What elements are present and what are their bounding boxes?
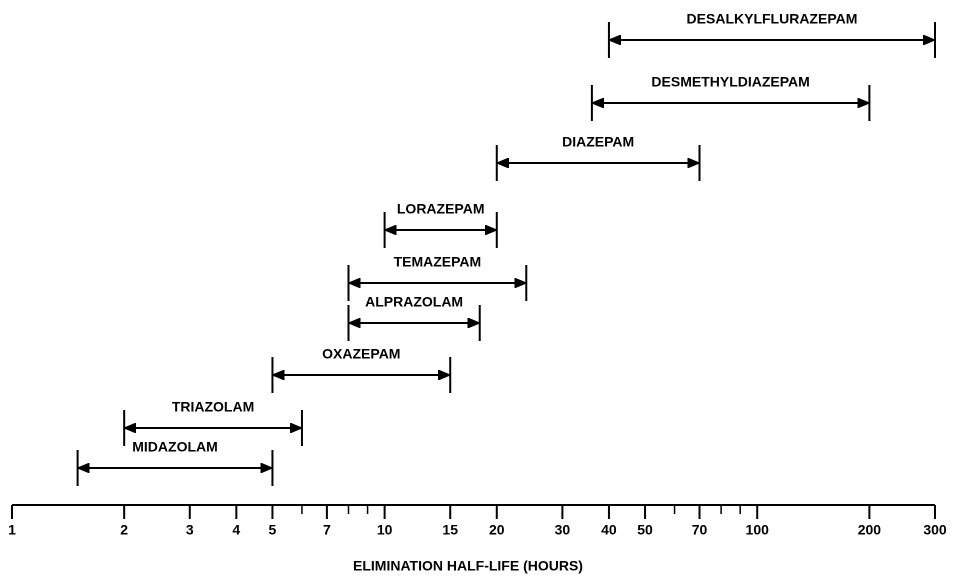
x-tick-label: 5 [269,522,277,538]
x-tick-label: 15 [442,522,458,538]
x-tick-label: 30 [555,522,571,538]
x-tick-label: 1 [8,522,16,538]
x-tick-label: 20 [489,522,505,538]
x-tick-label: 300 [923,522,947,538]
x-tick-label: 4 [232,522,240,538]
x-tick-label: 40 [601,522,617,538]
x-tick-label: 10 [377,522,393,538]
range-label: DIAZEPAM [562,134,634,150]
range-label: MIDAZOLAM [132,439,218,455]
range-label: TEMAZEPAM [394,254,482,270]
x-tick-label: 100 [746,522,770,538]
range-label: DESALKYLFLURAZEPAM [687,11,858,27]
range-label: LORAZEPAM [397,201,485,217]
range-label: DESMETHYLDIAZEPAM [651,74,809,90]
range-label: ALPRAZOLAM [365,294,463,310]
range-label: OXAZEPAM [322,346,400,362]
x-tick-label: 200 [858,522,882,538]
x-tick-label: 70 [692,522,708,538]
x-axis-title: ELIMINATION HALF-LIFE (HOURS) [353,558,583,574]
x-tick-label: 7 [323,522,331,538]
range-label: TRIAZOLAM [172,399,254,415]
x-tick-label: 2 [120,522,128,538]
x-tick-label: 50 [637,522,653,538]
x-tick-label: 3 [186,522,194,538]
